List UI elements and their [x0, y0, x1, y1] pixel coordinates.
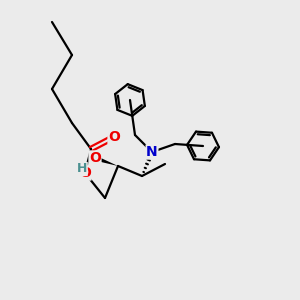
Polygon shape	[94, 156, 118, 166]
Text: N: N	[146, 145, 158, 159]
Text: O: O	[79, 166, 91, 180]
Text: O: O	[108, 130, 120, 144]
Text: H: H	[77, 163, 87, 176]
Text: O: O	[89, 151, 101, 165]
